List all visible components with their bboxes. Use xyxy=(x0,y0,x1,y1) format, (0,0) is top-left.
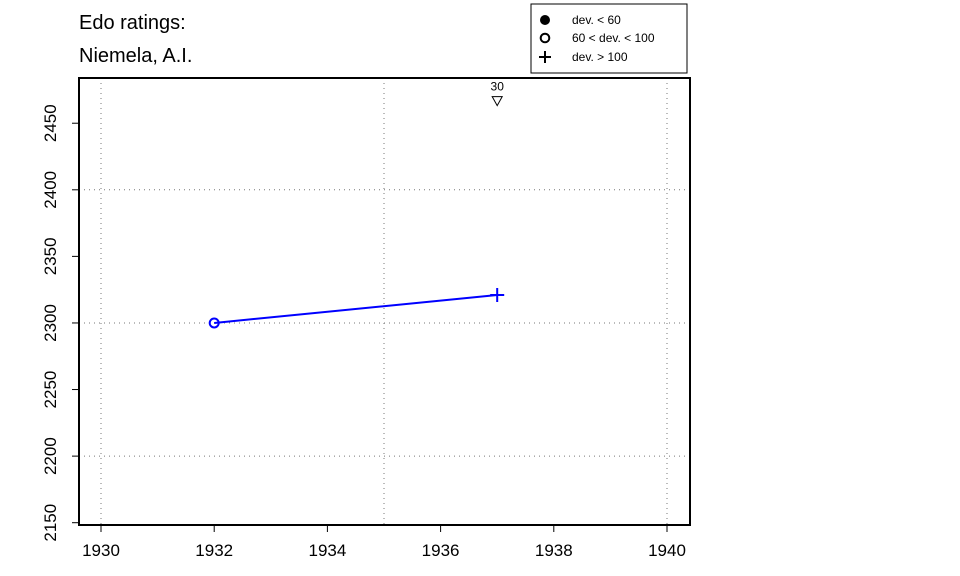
x-tick-label: 1938 xyxy=(535,541,573,560)
x-tick-label: 1936 xyxy=(422,541,460,560)
grid xyxy=(79,78,690,525)
y-tick-label: 2200 xyxy=(41,437,60,475)
x-tick-label: 1934 xyxy=(308,541,346,560)
data-point-plus xyxy=(490,287,505,302)
legend-filled-circle-icon xyxy=(540,15,550,25)
plot-frame xyxy=(78,77,691,526)
x-tick-label: 1940 xyxy=(648,541,686,560)
y-tick-label: 2450 xyxy=(41,104,60,142)
chart-title-line-1: Edo ratings: xyxy=(79,12,186,34)
data-point-open-circle xyxy=(208,317,220,329)
y-tick-label: 2350 xyxy=(41,237,60,275)
y-tick-label: 2150 xyxy=(41,504,60,542)
x-tick-label: 1932 xyxy=(195,541,233,560)
y-tick-label: 2250 xyxy=(41,371,60,409)
down-triangle-icon xyxy=(491,96,504,107)
legend-open-circle-icon xyxy=(539,32,551,44)
chart-title-line-2: Niemela, A.I. xyxy=(79,45,192,67)
x-tick-label: 1930 xyxy=(82,541,120,560)
legend: dev. < 60 60 < dev. < 100 dev. > 100 xyxy=(530,3,688,74)
legend-label-3: dev. > 100 xyxy=(572,50,628,64)
legend-plus-icon xyxy=(539,51,551,63)
legend-label-1: dev. < 60 xyxy=(572,13,621,27)
legend-box xyxy=(530,3,688,74)
data-marks: 30 xyxy=(208,80,505,329)
axes: 1930 1932 1934 1936 1938 1940 2150 2200 2250 2300… xyxy=(41,104,686,560)
legend-label-2: 60 < dev. < 100 xyxy=(572,31,655,45)
y-tick-label: 2400 xyxy=(41,171,60,209)
y-tick-label: 2300 xyxy=(41,304,60,342)
series-line xyxy=(214,294,498,324)
annotation-label: 30 xyxy=(491,80,505,94)
